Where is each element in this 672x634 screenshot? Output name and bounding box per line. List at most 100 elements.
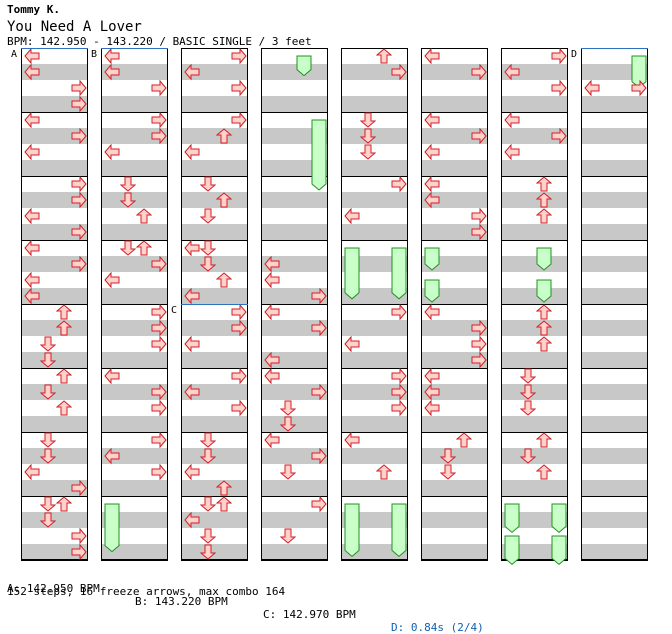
- step-arrow-up: [55, 496, 73, 512]
- step-arrow-left: [24, 463, 40, 481]
- step-arrow-right: [231, 367, 247, 385]
- step-arrow-down: [199, 544, 217, 560]
- beat-stripe: [581, 192, 648, 208]
- step-arrow-right: [71, 95, 87, 113]
- step-arrow-left: [104, 447, 120, 465]
- beat-stripe: [21, 320, 88, 336]
- step-arrow-left: [24, 271, 40, 289]
- beat-stripe: [261, 480, 328, 496]
- step-arrow-up: [535, 208, 553, 224]
- step-arrow-up: [455, 432, 473, 448]
- beat-stripe: [261, 64, 328, 80]
- beat-stripe: [101, 448, 168, 464]
- beat-stripe: [421, 544, 488, 560]
- beat-stripe: [21, 64, 88, 80]
- step-arrow-down: [439, 448, 457, 464]
- step-arrow-up: [535, 176, 553, 192]
- step-arrow-left: [264, 351, 280, 369]
- step-arrow-left: [264, 271, 280, 289]
- beat-stripe: [21, 384, 88, 400]
- step-arrow-left: [104, 143, 120, 161]
- beat-stripe: [21, 512, 88, 528]
- step-arrow-left: [264, 367, 280, 385]
- step-arrow-right: [471, 223, 487, 241]
- step-arrow-left: [24, 207, 40, 225]
- beat-stripe: [421, 192, 488, 208]
- step-arrow-left: [184, 463, 200, 481]
- step-arrow-up: [535, 464, 553, 480]
- step-arrow-right: [231, 303, 247, 321]
- beat-stripe: [501, 320, 568, 336]
- beat-stripe: [261, 352, 328, 368]
- step-arrow-up: [135, 208, 153, 224]
- beat-stripe: [181, 416, 248, 432]
- step-arrow-right: [471, 351, 487, 369]
- beat-stripe: [421, 480, 488, 496]
- step-arrow-left: [424, 47, 440, 65]
- step-arrow-up: [135, 240, 153, 256]
- beat-stripe: [421, 416, 488, 432]
- step-arrow-right: [311, 495, 327, 513]
- step-arrow-down: [359, 144, 377, 160]
- step-arrow-right: [71, 479, 87, 497]
- step-arrow-left: [24, 63, 40, 81]
- step-arrow-right: [151, 383, 167, 401]
- step-arrow-right: [71, 255, 87, 273]
- marker-label: A: [11, 49, 17, 60]
- step-arrow-right: [231, 47, 247, 65]
- step-arrow-up: [535, 320, 553, 336]
- beat-stripe: [261, 448, 328, 464]
- beat-stripe: [101, 64, 168, 80]
- step-arrow-right: [231, 79, 247, 97]
- chart-column-8: [581, 48, 648, 561]
- step-arrow-up: [375, 48, 393, 64]
- beat-stripe: [181, 256, 248, 272]
- step-arrow-right: [71, 175, 87, 193]
- step-arrow-right: [71, 79, 87, 97]
- step-arrow-right: [471, 207, 487, 225]
- beat-stripe: [341, 64, 408, 80]
- column-border: [261, 48, 328, 560]
- beat-stripe: [581, 256, 648, 272]
- beat-stripe: [261, 384, 328, 400]
- beat-stripe: [261, 224, 328, 240]
- beat-stripe: [181, 320, 248, 336]
- beat-stripe: [501, 256, 568, 272]
- step-chart: A B C D: [11, 47, 648, 566]
- bpm-c-label: C: 142.970 BPM: [263, 608, 356, 621]
- step-arrow-left: [24, 143, 40, 161]
- bpm-a-label: A: 142.950 BPM: [7, 582, 100, 595]
- freeze-arrow: [551, 503, 567, 534]
- beat-stripe: [21, 352, 88, 368]
- freeze-arrow: [504, 535, 520, 566]
- beat-stripe: [421, 384, 488, 400]
- step-arrow-left: [24, 111, 40, 129]
- freeze-arrow: [504, 503, 520, 534]
- step-arrow-right: [71, 543, 87, 561]
- beat-stripe: [181, 480, 248, 496]
- marker-c: C: [171, 304, 248, 316]
- beat-stripe: [501, 160, 568, 176]
- step-arrow-right: [311, 287, 327, 305]
- bpm-legend: A: 142.950 BPM B: 143.220 BPM C: 142.970…: [7, 569, 484, 634]
- beat-stripe: [581, 64, 648, 80]
- beat-stripe: [421, 160, 488, 176]
- step-arrow-right: [151, 111, 167, 129]
- step-arrow-down: [39, 352, 57, 368]
- beat-stripe: [581, 448, 648, 464]
- step-arrow-left: [184, 143, 200, 161]
- beat-stripe: [101, 544, 168, 560]
- marker-b: B: [91, 48, 168, 60]
- step-arrow-down: [279, 400, 297, 416]
- step-arrow-down: [519, 448, 537, 464]
- beat-stripe: [181, 224, 248, 240]
- step-arrow-right: [391, 63, 407, 81]
- step-arrow-down: [199, 496, 217, 512]
- freeze-arrow: [391, 503, 407, 558]
- beat-stripe: [501, 416, 568, 432]
- chart-info: BPM: 142.950 - 143.220 / BASIC SINGLE / …: [7, 35, 312, 48]
- step-arrow-left: [344, 207, 360, 225]
- step-arrow-down: [199, 208, 217, 224]
- step-arrow-right: [151, 463, 167, 481]
- step-arrow-down: [119, 240, 137, 256]
